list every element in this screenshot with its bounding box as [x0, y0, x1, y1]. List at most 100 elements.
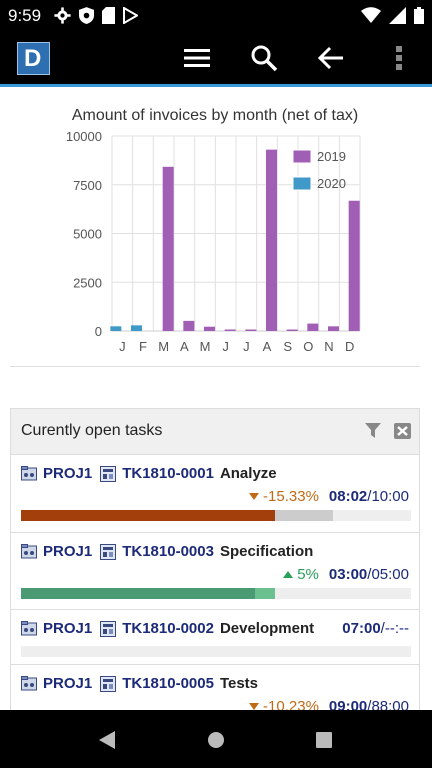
legend-swatch-2019: [292, 149, 312, 164]
task-ref-link[interactable]: TK1810-0003: [122, 543, 214, 560]
task-ref-link[interactable]: TK1810-0005: [122, 675, 214, 692]
trend-down-icon: [249, 703, 260, 710]
task-list: PROJ1 TK1810-0001 Analyze -15.33% 08:02/10:0…: [11, 455, 419, 718]
y-tick-label: 10000: [66, 129, 102, 144]
bar-2019-5[interactable]: [224, 329, 236, 332]
task-time-planned: /--:--: [380, 620, 409, 637]
task-progress-bar: [21, 646, 411, 657]
nav-back-icon[interactable]: [98, 730, 116, 750]
wifi-icon: [361, 7, 381, 23]
task-name: Analyze: [219, 465, 277, 482]
trend-up-icon: [283, 571, 294, 578]
task-progress-percent: 5%: [297, 566, 319, 583]
battery-icon: [414, 7, 424, 24]
y-tick-label: 5000: [73, 227, 102, 242]
bar-2020-1[interactable]: [131, 325, 142, 331]
x-tick-label: O: [303, 339, 313, 354]
android-nav-bar: [0, 710, 432, 768]
task-icon: [100, 543, 117, 560]
x-tick-label: D: [345, 339, 354, 354]
x-tick-label: J: [119, 339, 126, 354]
back-arrow-icon[interactable]: [315, 42, 347, 74]
chart-separator: [10, 366, 420, 367]
task-name: Development: [219, 620, 315, 637]
legend-label-2020: 2020: [317, 176, 346, 191]
task-ref-link[interactable]: TK1810-0002: [122, 620, 214, 637]
x-tick-label: J: [243, 339, 250, 354]
task-icon: [100, 675, 117, 692]
task-name: Tests: [219, 675, 259, 692]
task-ref-link[interactable]: TK1810-0001: [122, 465, 214, 482]
task-project-link[interactable]: PROJ1: [43, 675, 93, 692]
task-row[interactable]: PROJ1 TK1810-0001 Analyze -15.33% 08:02/10:0…: [11, 455, 419, 533]
x-tick-label: J: [222, 339, 229, 354]
y-tick-label: 0: [95, 324, 102, 339]
legend-swatch-2020: [292, 176, 312, 191]
bar-2019-11[interactable]: [348, 200, 360, 331]
bar-2019-2[interactable]: [162, 166, 174, 331]
bar-2019-8[interactable]: [286, 329, 298, 332]
bar-2019-6[interactable]: [245, 329, 257, 332]
bar-2019-9[interactable]: [307, 323, 319, 331]
task-stats: 07:00/--:--: [342, 620, 409, 637]
project-folder-icon: [21, 544, 37, 559]
bar-2019-4[interactable]: [204, 326, 215, 331]
x-tick-label: A: [263, 339, 272, 354]
task-stats: 5% 03:00/05:00: [283, 566, 409, 583]
nav-home-icon[interactable]: [207, 731, 225, 749]
task-title-line: PROJ1 TK1810-0003 Specification: [21, 543, 313, 560]
task-title-line: PROJ1 TK1810-0005 Tests: [21, 675, 258, 692]
chart-title: Amount of invoices by month (net of tax): [72, 107, 358, 124]
bar-2019-7[interactable]: [266, 149, 277, 331]
task-icon: [100, 620, 117, 637]
task-time-planned: /10:00: [367, 488, 409, 505]
dolibarr-logo[interactable]: D: [17, 42, 50, 75]
task-stats: -15.33% 08:02/10:00: [249, 488, 409, 505]
close-box-icon[interactable]: [394, 422, 412, 440]
search-icon[interactable]: [248, 42, 280, 74]
task-row[interactable]: PROJ1 TK1810-0002 Development 07:00/--:--: [11, 610, 419, 665]
filter-icon[interactable]: [364, 422, 382, 440]
task-title-line: PROJ1 TK1810-0001 Analyze: [21, 465, 277, 482]
nav-recents-icon[interactable]: [315, 731, 333, 749]
task-project-link[interactable]: PROJ1: [43, 543, 93, 560]
task-time-planned: /05:00: [367, 566, 409, 583]
project-folder-icon: [21, 621, 37, 636]
bar-2019-3[interactable]: [183, 320, 195, 331]
task-name: Specification: [219, 543, 314, 560]
shield-icon: [79, 7, 94, 24]
project-folder-icon: [21, 466, 37, 481]
x-tick-label: S: [283, 339, 292, 354]
task-project-link[interactable]: PROJ1: [43, 620, 93, 637]
bar-2020-0[interactable]: [110, 326, 122, 331]
trend-down-icon: [249, 493, 260, 500]
task-time-spent: 08:02: [328, 488, 368, 505]
task-project-link[interactable]: PROJ1: [43, 465, 93, 482]
open-tasks-panel: Curently open tasks PROJ1 TK1810-0001 Anal…: [10, 408, 420, 718]
more-vertical-icon[interactable]: [383, 42, 415, 74]
y-tick-label: 7500: [73, 178, 102, 193]
legend-label-2019: 2019: [317, 149, 346, 164]
y-tick-label: 2500: [73, 275, 102, 290]
bar-2019-10[interactable]: [328, 326, 339, 331]
x-tick-label: M: [158, 339, 169, 354]
header-accent-line: [0, 84, 432, 87]
task-progress-fill: [21, 588, 255, 599]
status-bar: 9:59: [0, 0, 432, 32]
x-tick-label: A: [180, 339, 189, 354]
sd-card-icon: [102, 7, 115, 24]
open-tasks-title: Curently open tasks: [21, 422, 163, 439]
invoices-chart: Amount of invoices by month (net of tax)…: [0, 100, 432, 368]
play-store-icon: [123, 7, 138, 24]
task-row[interactable]: PROJ1 TK1810-0003 Specification 5% 03:00/05:…: [11, 533, 419, 610]
task-title-line: PROJ1 TK1810-0002 Development: [21, 620, 314, 637]
menu-hamburger-icon[interactable]: [181, 42, 213, 74]
task-progress-percent: -15.33%: [263, 488, 319, 505]
project-folder-icon: [21, 676, 37, 691]
x-tick-label: F: [139, 339, 147, 354]
settings-gear-icon: [54, 7, 71, 24]
task-time-spent: 07:00: [342, 620, 381, 637]
task-time-spent: 03:00: [328, 566, 368, 583]
task-progress-fill: [21, 510, 275, 521]
task-icon: [100, 465, 117, 482]
